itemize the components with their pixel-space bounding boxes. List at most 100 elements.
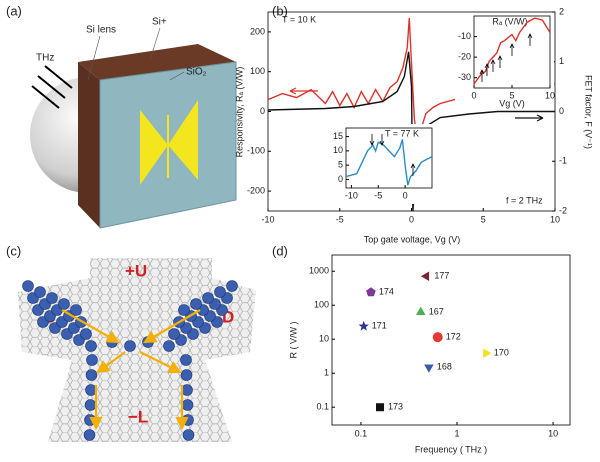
point-label: 168	[437, 362, 452, 372]
marker	[432, 332, 443, 343]
feature-arrow	[497, 55, 503, 68]
electron	[34, 286, 46, 298]
electron	[190, 298, 202, 310]
panel-label: (a)	[6, 3, 22, 18]
electron	[86, 354, 98, 366]
y2-tick-label: 1	[559, 56, 564, 66]
electron	[181, 384, 193, 396]
panel-label: (c)	[6, 243, 21, 258]
current-arrow	[61, 309, 120, 344]
marker	[358, 320, 369, 331]
y-tick-label: 1	[324, 368, 329, 378]
x-tick-label: 0	[403, 190, 408, 200]
feature-arrow	[410, 163, 416, 176]
x-tick-label: 0.1	[355, 428, 368, 438]
y-tick-label: 100	[314, 300, 329, 310]
y-tick-label: 0.1	[316, 402, 329, 412]
current-arrow	[139, 351, 182, 373]
electron	[214, 286, 226, 298]
electron	[84, 399, 97, 411]
y-tick-label: 1000	[309, 266, 329, 276]
leader	[87, 35, 101, 81]
feature-arrow	[479, 69, 485, 82]
point-label: 174	[379, 287, 394, 297]
y-tick-label: 0	[338, 174, 343, 184]
y-tick-label: 100	[250, 66, 265, 76]
electron	[85, 340, 97, 352]
panel-label: (b)	[272, 3, 288, 18]
y-tick-label: 0	[260, 106, 265, 116]
marker	[424, 364, 434, 373]
x-tick-label: 10	[548, 428, 558, 438]
point-label: 171	[372, 321, 387, 331]
electron	[178, 304, 190, 316]
y-tick-label: 15	[333, 131, 343, 141]
x-axis-label: Top gate voltage, Vg (V)	[364, 234, 461, 244]
panel-a: (a) Si lens Si+ SiO₂ THz	[6, 3, 237, 229]
x-tick-label: 0	[471, 90, 476, 100]
y-axis-label: R ( V/W )	[288, 322, 298, 359]
y-tick-label: 5	[338, 160, 343, 170]
side	[78, 62, 100, 228]
plot-frame	[331, 254, 571, 426]
annotation: f = 2 THz	[506, 195, 543, 205]
electron	[226, 280, 238, 292]
electron	[58, 298, 70, 310]
label: Si+	[152, 17, 167, 28]
x-tick-label: -10	[261, 214, 274, 224]
inset-background	[455, 13, 554, 109]
y2-tick-label: 0	[559, 106, 564, 116]
y2-tick-label: -2	[559, 205, 567, 215]
point-label: 173	[388, 402, 403, 412]
x-tick-label: -10	[345, 190, 358, 200]
point-label: 167	[429, 307, 444, 317]
leader	[169, 71, 185, 81]
y2-axis-label: FET factor, F (V⁻¹)	[584, 75, 594, 149]
x-tick-label: 0	[409, 214, 414, 224]
electron	[182, 429, 195, 441]
inset-title: Rₐ (V/W)	[492, 16, 527, 26]
label: −L	[128, 407, 148, 426]
x-tick-label: 1	[454, 428, 459, 438]
thz-arrow	[31, 85, 60, 109]
top	[78, 44, 236, 80]
thz-arrow	[44, 65, 73, 89]
antenna	[168, 100, 198, 180]
label: THz	[36, 53, 54, 64]
x-tick-label: 10	[550, 214, 560, 224]
x-tick-label: -5	[374, 190, 382, 200]
feature-arrow	[484, 63, 490, 76]
current-arrow	[143, 309, 201, 344]
panel-c: (c) +U −L S D	[6, 243, 256, 442]
electron	[70, 304, 82, 316]
electron	[180, 369, 193, 381]
thz-arrow	[37, 75, 66, 99]
electron	[202, 292, 214, 304]
marker	[420, 271, 430, 281]
y-tick-label: -20	[458, 52, 471, 62]
y-axis-label: Responsivity, Rₐ (V/W)	[234, 67, 244, 158]
electron	[163, 340, 175, 352]
electron	[85, 369, 98, 381]
x-tick-label: 5	[509, 90, 514, 100]
x-tick-label: -5	[336, 214, 344, 224]
x-axis-label: Frequency ( THz )	[415, 444, 487, 454]
electron	[84, 414, 96, 426]
leader	[149, 27, 161, 61]
y2-tick-label: 2	[559, 6, 564, 16]
axis-arrow	[289, 87, 318, 95]
electron	[124, 340, 136, 352]
y-tick-label: 10	[319, 334, 329, 344]
y-tick-label: 10	[333, 145, 343, 155]
axis-arrow	[515, 114, 544, 122]
label: +U	[125, 261, 147, 280]
y2-tick-label: -1	[559, 156, 567, 166]
electron	[181, 399, 194, 411]
electron	[46, 292, 58, 304]
x-tick-label: 5	[481, 214, 486, 224]
electron	[168, 328, 180, 340]
plot-frame	[345, 127, 433, 189]
y-tick-label: -30	[458, 72, 471, 82]
feature-arrow	[509, 43, 515, 56]
